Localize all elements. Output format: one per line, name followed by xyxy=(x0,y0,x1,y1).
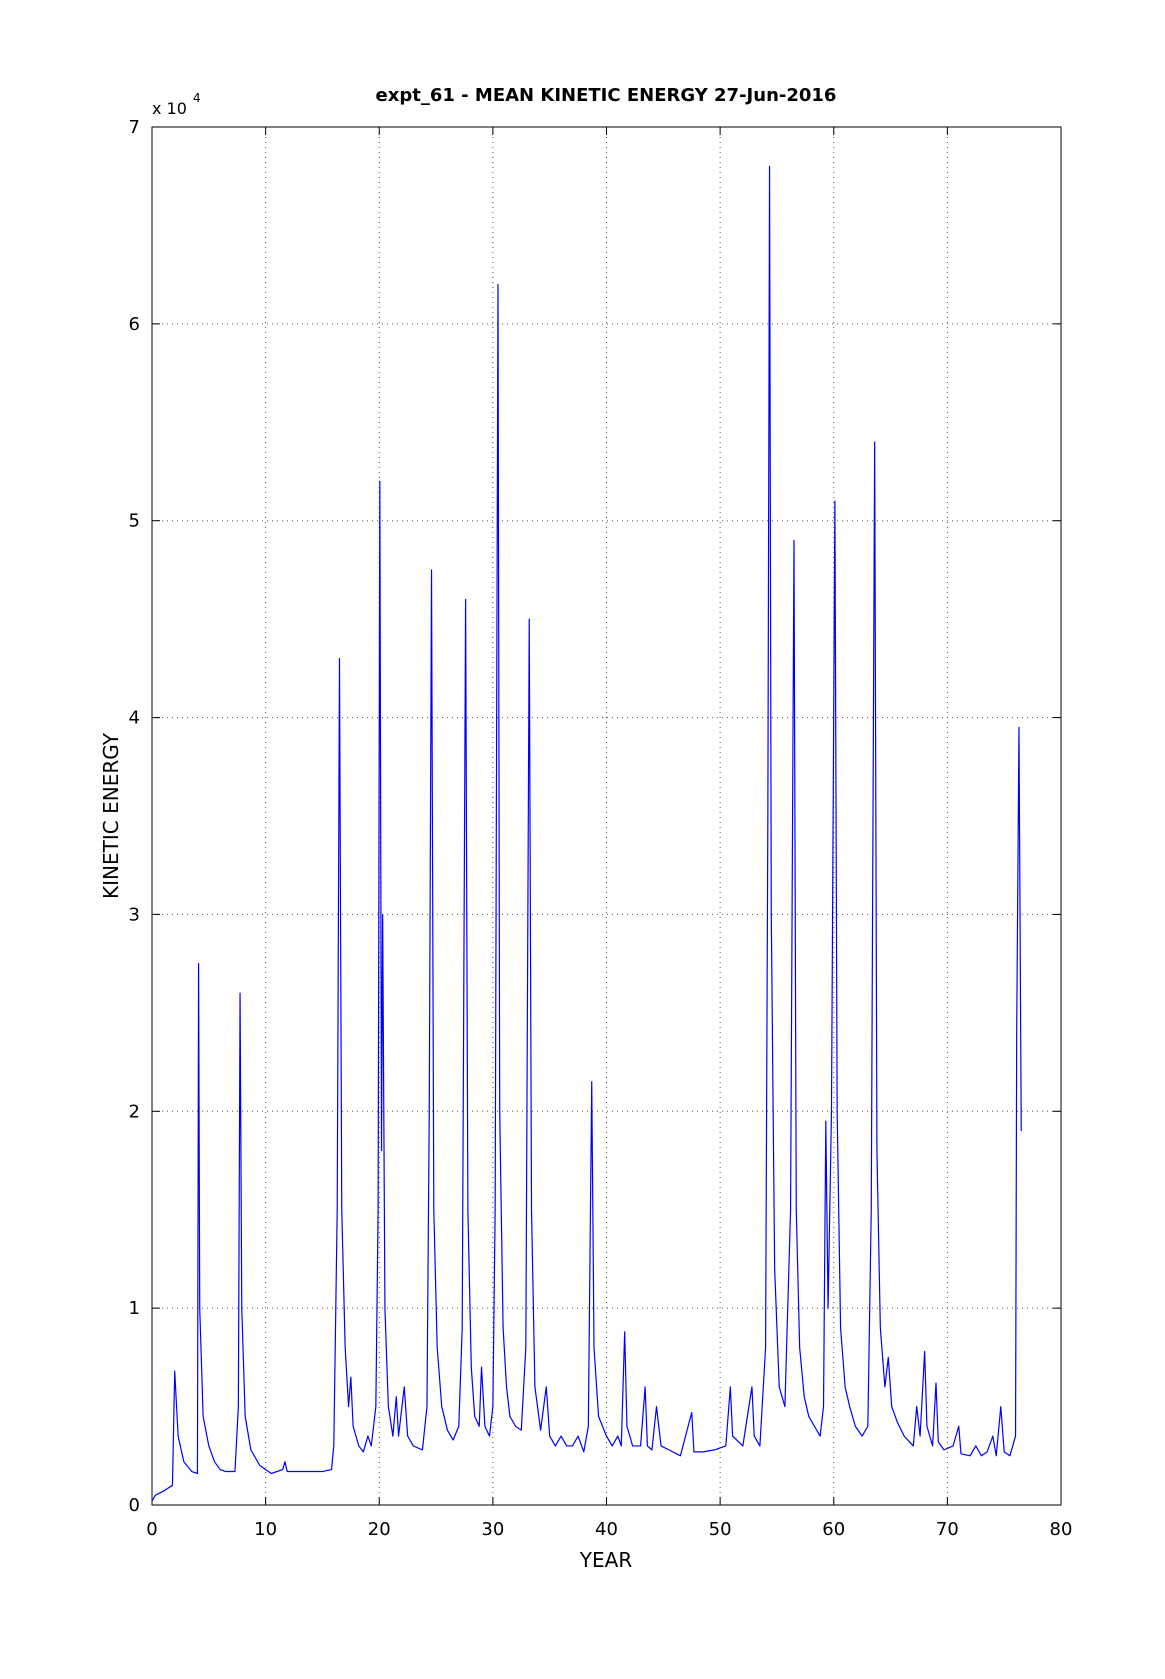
x-axis-label: YEAR xyxy=(579,1548,633,1572)
data-line xyxy=(151,165,1022,1502)
y-tick-label: 3 xyxy=(129,904,140,925)
plot-frame xyxy=(151,126,1062,1506)
y-tick-label: 5 xyxy=(129,511,140,532)
x-tick-label: 40 xyxy=(595,1519,618,1540)
y-tick-label: 2 xyxy=(129,1101,140,1122)
x-tick-label: 50 xyxy=(709,1519,732,1540)
x-tick-label: 10 xyxy=(254,1519,277,1540)
x-tick-label: 60 xyxy=(822,1519,845,1540)
x-tick-label: 30 xyxy=(481,1519,504,1540)
y-tick-label: 0 xyxy=(129,1495,140,1516)
x-tick-label: 70 xyxy=(936,1519,959,1540)
y-tick-label: 1 xyxy=(129,1298,140,1319)
x-tick-label: 0 xyxy=(146,1519,157,1540)
y-tick-label: 4 xyxy=(129,708,140,729)
y-multiplier: x 10 xyxy=(152,99,187,118)
x-tick-label: 80 xyxy=(1050,1519,1073,1540)
y-multiplier-exponent: 4 xyxy=(193,91,201,105)
y-tick-label: 6 xyxy=(129,314,140,335)
chart-title: expt_61 - MEAN KINETIC ENERGY 27-Jun-201… xyxy=(376,85,837,106)
y-tick-label: 7 xyxy=(129,117,140,138)
x-tick-label: 20 xyxy=(368,1519,391,1540)
y-axis-label: KINETIC ENERGY xyxy=(99,732,123,899)
